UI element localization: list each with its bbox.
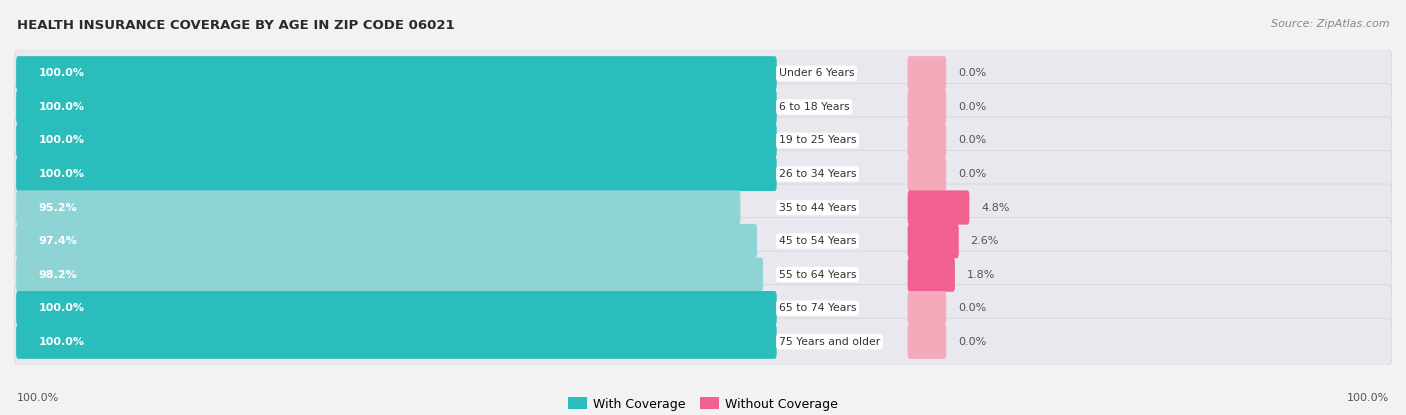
Text: 35 to 44 Years: 35 to 44 Years xyxy=(779,203,856,212)
FancyBboxPatch shape xyxy=(908,157,946,191)
FancyBboxPatch shape xyxy=(15,56,776,90)
FancyBboxPatch shape xyxy=(908,123,946,158)
Text: 0.0%: 0.0% xyxy=(957,68,986,78)
FancyBboxPatch shape xyxy=(15,123,776,158)
FancyBboxPatch shape xyxy=(15,291,776,325)
Text: 100.0%: 100.0% xyxy=(39,337,84,347)
FancyBboxPatch shape xyxy=(908,224,959,258)
Text: 6 to 18 Years: 6 to 18 Years xyxy=(779,102,849,112)
Text: 55 to 64 Years: 55 to 64 Years xyxy=(779,270,856,280)
Text: 100.0%: 100.0% xyxy=(39,68,84,78)
Text: 1.8%: 1.8% xyxy=(966,270,995,280)
Text: 97.4%: 97.4% xyxy=(39,236,77,246)
Text: 4.8%: 4.8% xyxy=(981,203,1010,212)
Text: HEALTH INSURANCE COVERAGE BY AGE IN ZIP CODE 06021: HEALTH INSURANCE COVERAGE BY AGE IN ZIP … xyxy=(17,19,454,32)
Text: 26 to 34 Years: 26 to 34 Years xyxy=(779,169,856,179)
FancyBboxPatch shape xyxy=(908,257,955,292)
Text: 100.0%: 100.0% xyxy=(39,169,84,179)
Text: Under 6 Years: Under 6 Years xyxy=(779,68,855,78)
Text: Source: ZipAtlas.com: Source: ZipAtlas.com xyxy=(1271,19,1389,29)
FancyBboxPatch shape xyxy=(14,50,1392,97)
Text: 0.0%: 0.0% xyxy=(957,303,986,313)
FancyBboxPatch shape xyxy=(15,90,776,124)
FancyBboxPatch shape xyxy=(14,117,1392,164)
Text: 0.0%: 0.0% xyxy=(957,135,986,145)
Text: 100.0%: 100.0% xyxy=(17,393,59,403)
FancyBboxPatch shape xyxy=(14,318,1392,365)
Text: 95.2%: 95.2% xyxy=(39,203,77,212)
Legend: With Coverage, Without Coverage: With Coverage, Without Coverage xyxy=(562,393,844,415)
FancyBboxPatch shape xyxy=(908,190,969,225)
Text: 100.0%: 100.0% xyxy=(39,135,84,145)
FancyBboxPatch shape xyxy=(15,224,756,258)
FancyBboxPatch shape xyxy=(908,90,946,124)
FancyBboxPatch shape xyxy=(14,251,1392,298)
Text: 0.0%: 0.0% xyxy=(957,169,986,179)
Text: 98.2%: 98.2% xyxy=(39,270,77,280)
FancyBboxPatch shape xyxy=(14,151,1392,198)
FancyBboxPatch shape xyxy=(15,325,776,359)
FancyBboxPatch shape xyxy=(14,83,1392,130)
Text: 45 to 54 Years: 45 to 54 Years xyxy=(779,236,856,246)
FancyBboxPatch shape xyxy=(15,157,776,191)
FancyBboxPatch shape xyxy=(14,184,1392,231)
FancyBboxPatch shape xyxy=(15,190,741,225)
Text: 19 to 25 Years: 19 to 25 Years xyxy=(779,135,856,145)
Text: 2.6%: 2.6% xyxy=(970,236,998,246)
Text: 100.0%: 100.0% xyxy=(39,102,84,112)
FancyBboxPatch shape xyxy=(14,217,1392,264)
Text: 100.0%: 100.0% xyxy=(1347,393,1389,403)
FancyBboxPatch shape xyxy=(14,285,1392,332)
Text: 0.0%: 0.0% xyxy=(957,102,986,112)
Text: 75 Years and older: 75 Years and older xyxy=(779,337,880,347)
FancyBboxPatch shape xyxy=(908,325,946,359)
FancyBboxPatch shape xyxy=(15,257,763,292)
Text: 100.0%: 100.0% xyxy=(39,303,84,313)
Text: 0.0%: 0.0% xyxy=(957,337,986,347)
FancyBboxPatch shape xyxy=(908,56,946,90)
FancyBboxPatch shape xyxy=(908,291,946,325)
Text: 65 to 74 Years: 65 to 74 Years xyxy=(779,303,856,313)
